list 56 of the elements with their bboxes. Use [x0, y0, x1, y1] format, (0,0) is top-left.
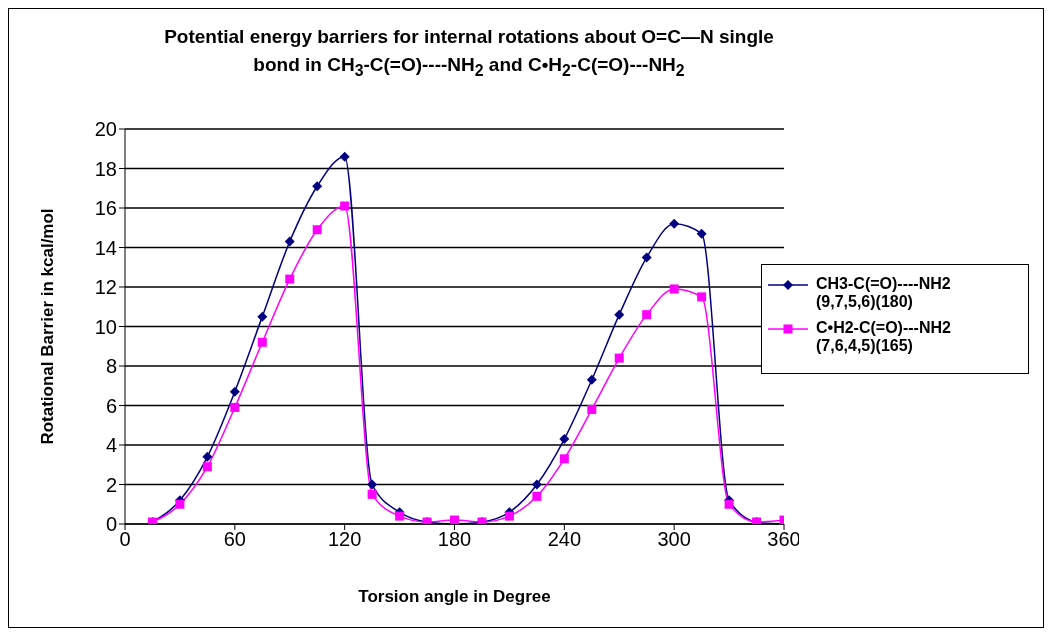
y-axis-title: Rotational Barrier in kcal/mol — [38, 208, 58, 445]
point — [587, 404, 597, 414]
x-axis-title: Torsion angle in Degree — [358, 587, 551, 606]
point — [285, 274, 295, 284]
point — [230, 402, 240, 412]
point — [614, 309, 625, 320]
y-tick-label: 0 — [105, 513, 117, 536]
point — [257, 337, 267, 347]
y-tick-label: 20 — [94, 118, 117, 141]
x-tick-label: 300 — [657, 528, 691, 551]
point — [395, 511, 405, 521]
point — [202, 451, 213, 462]
point — [367, 489, 377, 499]
y-tick-label: 12 — [94, 276, 117, 299]
point — [697, 292, 707, 302]
x-tick-label: 240 — [547, 528, 582, 551]
point — [450, 515, 459, 524]
point — [586, 374, 597, 385]
point — [312, 181, 323, 192]
y-tick-label: 8 — [105, 355, 117, 378]
point — [284, 236, 295, 247]
point — [229, 386, 240, 397]
point — [257, 311, 268, 322]
point — [340, 201, 350, 211]
point — [724, 499, 734, 509]
point — [559, 454, 569, 464]
x-tick-label: 360 — [767, 528, 801, 551]
point — [532, 491, 542, 501]
point — [175, 499, 185, 509]
point — [312, 225, 322, 235]
x-tick-label: 0 — [119, 528, 131, 551]
point — [642, 310, 652, 320]
x-tick-label: 120 — [327, 528, 362, 551]
y-tick-label: 6 — [105, 394, 117, 417]
y-tick-label: 4 — [105, 434, 117, 457]
y-tick-label: 2 — [105, 473, 117, 496]
point — [202, 462, 212, 472]
y-tick-label: 14 — [94, 236, 117, 259]
legend-label: C•H2-C(=O)---NH2 (7,6,4,5)(165) — [816, 319, 952, 355]
x-tick-label: 60 — [223, 528, 246, 551]
point — [339, 151, 350, 162]
point — [559, 434, 570, 445]
y-tick-label: 10 — [94, 315, 117, 338]
legend-label: CH3-C(=O)----NH2 (9,7,5,6)(180) — [816, 275, 952, 311]
point — [614, 353, 624, 363]
point — [641, 252, 652, 263]
point — [531, 479, 542, 490]
point — [696, 228, 707, 239]
point — [669, 284, 679, 294]
chart-title: Potential energy barriers for internal rotations about O=C—N single bond in CH$_{3}$-C(=O)----NH$_{2}$ and C•H$_{2}$-C(=O)---NH$_{2}$ — [164, 26, 774, 79]
point — [367, 479, 378, 490]
y-tick-label: 18 — [94, 157, 117, 180]
x-tick-label: 180 — [437, 528, 472, 551]
y-tick-label: 16 — [94, 197, 117, 220]
point — [504, 511, 514, 521]
point — [669, 218, 680, 229]
